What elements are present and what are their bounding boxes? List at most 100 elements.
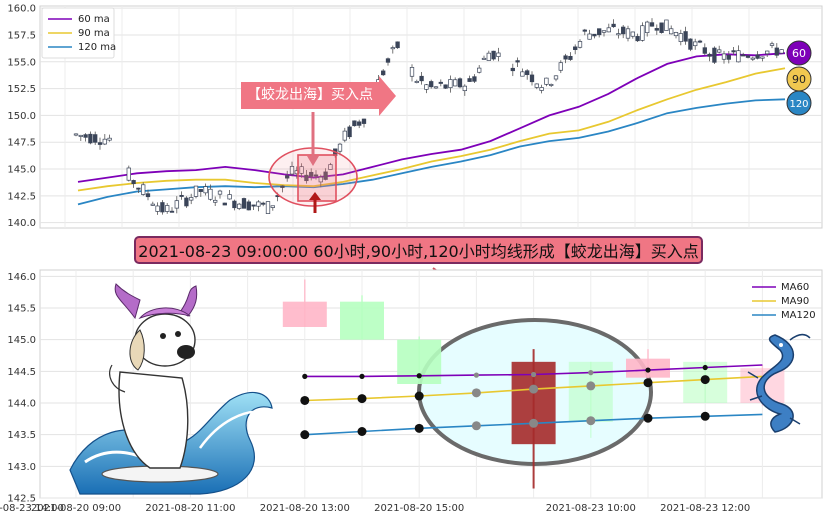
top-y-tick-label: 145.0 (7, 165, 36, 176)
top-ma60-line (77, 52, 786, 183)
top-y-tick-label: 157.5 (7, 30, 36, 41)
legend-bottom-ma60: MA60 (781, 282, 809, 293)
top-candle-body (155, 205, 160, 212)
bottom-ma120-point (414, 423, 424, 433)
top-candle-body (462, 85, 467, 92)
top-candle-body (357, 121, 362, 126)
top-plot-area (39, 5, 823, 229)
buy-point-arrow-label: 【蛟龙出海】买入点 (247, 87, 373, 103)
bottom-ma120-point (471, 421, 481, 431)
top-candle-body (765, 50, 770, 55)
top-candle-body (169, 210, 175, 213)
top-y-tick-label: 147.5 (7, 138, 36, 149)
bottom-legend: MA60 MA90 MA120 (752, 282, 816, 321)
legend-bottom-ma90: MA90 (781, 296, 809, 307)
top-y-tick-label: 152.5 (7, 84, 36, 95)
top-y-tick-label: 140.0 (7, 218, 36, 229)
top-candle-body (352, 120, 357, 127)
ma60-marker (786, 40, 812, 66)
top-candle-body (131, 180, 136, 185)
top-candle-body (217, 190, 223, 195)
top-candle-body (611, 23, 616, 28)
top-candle-body (481, 57, 487, 60)
top-candle-body (361, 118, 367, 124)
top-candle-body (693, 41, 698, 47)
top-candle-body (683, 31, 688, 42)
top-candle-body (414, 81, 419, 83)
top-candle-body (472, 76, 477, 82)
top-candle-body (256, 201, 261, 207)
top-y-tick-label: 160.0 (7, 4, 36, 15)
bottom-ma120-point (586, 416, 596, 426)
top-candle-body (232, 200, 237, 209)
top-y-tick-label: 155.0 (7, 57, 36, 68)
bottom-ma90-point (471, 388, 481, 398)
top-candle-body (160, 202, 165, 213)
top-candle-body (635, 36, 640, 42)
bottom-ma120-point (643, 413, 653, 423)
top-candle-body (385, 58, 391, 63)
top-candle-body (568, 55, 573, 60)
top-candle-body (491, 50, 496, 60)
top-candle-body (83, 134, 88, 138)
top-candle-body (270, 205, 275, 208)
top-candle-body (227, 194, 232, 200)
top-candle-body (707, 53, 712, 57)
bottom-candle-body (340, 301, 384, 340)
top-candle-body (625, 28, 631, 39)
top-candle-body (750, 57, 755, 60)
top-candlesticks (73, 18, 784, 215)
top-candle-body (606, 27, 611, 33)
ma120-marker (786, 90, 812, 116)
top-candle-body (429, 81, 434, 88)
top-candle-body (102, 138, 107, 145)
legend-top-90ma: 90 ma (78, 28, 110, 39)
bottom-y-tick-label: 146.0 (7, 272, 36, 283)
top-candle-body (697, 40, 703, 43)
ma90-marker-label: 90 (792, 73, 806, 86)
top-candle-body (678, 33, 683, 42)
top-candle-body (544, 77, 549, 85)
top-candle-body (477, 67, 482, 73)
top-candle-body (318, 176, 323, 183)
buy-point-highlight (268, 112, 358, 213)
top-candle-body (510, 67, 515, 72)
legend-bottom-ma120: MA120 (781, 310, 816, 321)
top-candle-body (342, 130, 347, 141)
bottom-x-tick-label: 2021-08-20 09:00 (31, 503, 121, 514)
top-candle-body (313, 174, 319, 177)
top-legend: 60 ma 90 ma 120 ma (41, 7, 116, 59)
top-candle-body (563, 55, 568, 60)
top-candle-body (601, 30, 607, 33)
top-candle-body (424, 84, 429, 90)
top-candle-body (323, 171, 328, 180)
top-candle-body (654, 28, 659, 31)
bottom-ma90-point (300, 395, 310, 405)
top-candle-body (126, 167, 131, 181)
top-candle-body (573, 46, 578, 50)
top-candle-body (453, 79, 458, 87)
bottom-ma90-point (357, 394, 367, 404)
bottom-ma60-point (531, 371, 537, 378)
top-candle-body (193, 185, 199, 197)
top-candle-body (659, 22, 664, 33)
top-candle-body (136, 187, 141, 190)
top-candle-body (150, 203, 155, 206)
top-ma90-line (77, 67, 786, 192)
bottom-x-tick-label: 2021-08-20 15:00 (374, 503, 464, 514)
top-candle-body (174, 200, 179, 209)
top-candle-body (645, 21, 650, 34)
top-candle-body (107, 137, 112, 141)
buy-point-arrow-shape (241, 76, 396, 116)
bottom-x-tick-label: 2021-08-23 10:00 (546, 503, 636, 514)
top-candle-body (189, 197, 194, 201)
top-candle-body (390, 47, 395, 50)
top-candle-body (141, 184, 146, 195)
top-candle-body (395, 41, 400, 49)
top-candle-body (467, 78, 472, 82)
top-candle-body (525, 70, 530, 75)
top-candle-body (241, 198, 247, 209)
bottom-ma90-point (643, 378, 653, 388)
top-candle-body (760, 56, 765, 59)
